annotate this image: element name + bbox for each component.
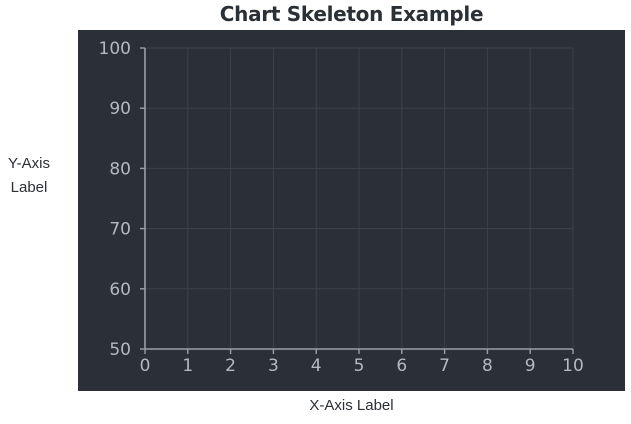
y-tick-label-1: 60 — [109, 280, 131, 300]
x-tick-label-0: 0 — [140, 356, 151, 376]
x-tick-label-3: 3 — [268, 356, 279, 376]
chart-plot: 0 1 2 3 4 5 6 7 8 9 10 50 60 70 80 90 100 — [99, 39, 584, 376]
y-axis-label-line-2: Label — [10, 179, 48, 196]
y-axis-label: Y-Axis Label — [0, 152, 58, 200]
y-axis-label-line-1: Y-Axis — [8, 155, 50, 172]
y-tick-label-4: 90 — [109, 99, 131, 119]
chart-panel: 0 1 2 3 4 5 6 7 8 9 10 50 60 70 80 90 100 — [78, 30, 625, 391]
x-tick-label-8: 8 — [482, 356, 493, 376]
y-tick-label-5: 100 — [99, 39, 131, 59]
x-tick-label-10: 10 — [562, 356, 584, 376]
y-tick-label-2: 70 — [109, 220, 131, 240]
y-tick-label-0: 50 — [109, 340, 131, 360]
x-tick-label-9: 9 — [525, 356, 536, 376]
x-tick-label-1: 1 — [182, 356, 193, 376]
chart-title: Chart Skeleton Example — [219, 2, 484, 26]
x-axis-label: X-Axis Label — [309, 397, 394, 414]
x-tick-label-4: 4 — [311, 356, 322, 376]
y-tick-label-3: 80 — [109, 159, 131, 179]
x-tick-label-2: 2 — [225, 356, 236, 376]
x-tick-label-7: 7 — [439, 356, 450, 376]
x-tick-label-5: 5 — [354, 356, 365, 376]
x-tick-label-6: 6 — [396, 356, 407, 376]
